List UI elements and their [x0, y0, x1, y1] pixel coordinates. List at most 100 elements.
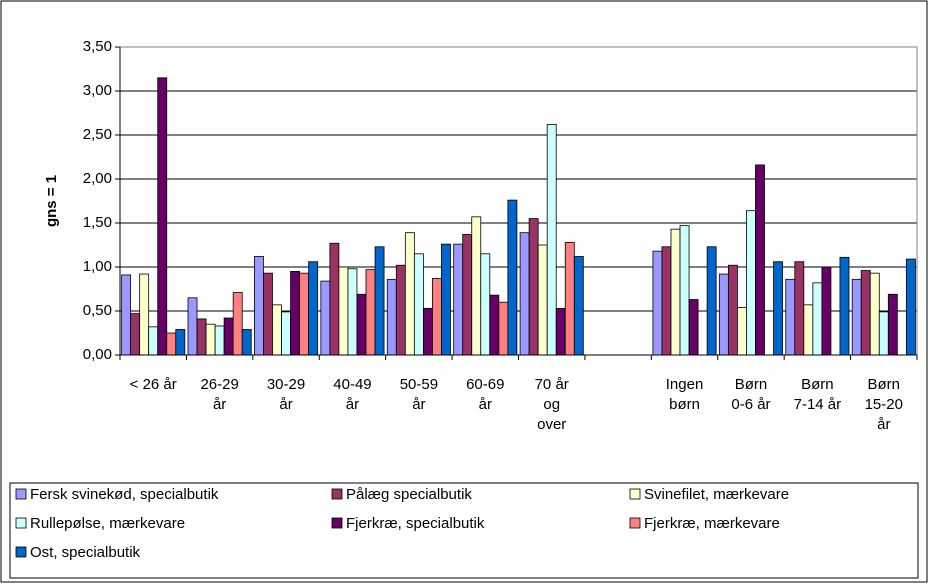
bar [121, 274, 132, 356]
bar [462, 234, 473, 356]
bar [803, 304, 814, 356]
bar [706, 246, 717, 356]
bar [564, 241, 575, 356]
bar [528, 218, 539, 356]
y-tick-label: 2,00 [83, 170, 112, 187]
bar [746, 210, 756, 356]
bar [223, 317, 234, 356]
bar [652, 250, 663, 356]
legend-swatch [15, 546, 27, 558]
bar [453, 243, 464, 356]
bar [573, 256, 584, 356]
legend-swatch [331, 488, 343, 500]
bar [507, 199, 518, 356]
x-tick-label: Børn 15-20 år [864, 376, 903, 433]
bar [232, 292, 243, 356]
bar [214, 325, 225, 356]
x-tick-label: 60-69 år [466, 376, 505, 413]
bar [755, 164, 765, 356]
bar [187, 297, 198, 356]
bar [299, 272, 310, 356]
bar [887, 293, 898, 356]
x-tick-label: < 26 år [129, 376, 177, 393]
bar [546, 124, 557, 356]
bar [272, 304, 282, 356]
legend-swatch [629, 488, 641, 500]
legend-swatch [629, 517, 641, 529]
bar [821, 266, 832, 356]
bar [773, 261, 783, 356]
y-axis-title: gns = 1 [43, 175, 60, 227]
y-tick-label: 3,50 [83, 38, 112, 55]
bar [130, 313, 141, 356]
bar [489, 294, 500, 356]
bar [537, 244, 548, 356]
bar [290, 270, 300, 356]
bar [166, 332, 177, 356]
bar [471, 216, 482, 356]
bar [308, 261, 319, 356]
bar [670, 228, 681, 356]
bar [812, 282, 823, 356]
bar [329, 242, 340, 356]
bar [679, 225, 690, 356]
bar [441, 243, 451, 356]
bar [555, 307, 566, 356]
bar [148, 326, 159, 356]
bar [839, 256, 850, 356]
x-tick-label: 26-29 år [200, 376, 239, 413]
bar [422, 307, 433, 356]
x-tick-label: 50-59 år [399, 376, 439, 413]
x-tick-label: Børn 7-14 år [793, 376, 842, 413]
bar [878, 311, 889, 356]
bar [794, 261, 805, 356]
bar [386, 278, 397, 356]
legend-label: Fjerkræ, specialbutik [346, 515, 485, 532]
legend-swatch [15, 517, 27, 529]
bar [281, 311, 291, 356]
bar [404, 232, 415, 356]
y-tick-label: 1,00 [83, 258, 112, 275]
bar [320, 280, 331, 356]
x-tick-label: Ingen børn [665, 376, 704, 413]
bar [175, 329, 186, 356]
bar [498, 301, 509, 356]
bar [851, 278, 862, 356]
y-tick-label: 2,50 [83, 126, 112, 143]
bar [205, 323, 216, 356]
bar [480, 253, 491, 356]
bar [737, 307, 747, 356]
legend-label: Fersk svinekød, specialbutik [30, 486, 219, 503]
y-tick-label: 1,50 [83, 214, 112, 231]
legend-swatch [15, 488, 27, 500]
bar [413, 253, 424, 356]
bar [688, 299, 699, 356]
bar [860, 270, 871, 356]
bar [785, 278, 796, 356]
bar [905, 258, 916, 356]
bar [338, 266, 349, 356]
y-tick-label: 0,00 [83, 346, 112, 363]
x-tick-label: 70 år og over [534, 376, 569, 433]
x-tick-label: 40-49 år [333, 376, 372, 413]
bar [727, 264, 738, 356]
legend-label: Pålæg specialbutik [346, 486, 472, 503]
bar [395, 264, 406, 356]
legend-label: Fjerkræ, mærkevare [644, 515, 780, 532]
bar [718, 273, 729, 356]
bar [374, 246, 385, 356]
bar [519, 232, 530, 356]
bar [263, 272, 273, 356]
bar [196, 318, 207, 356]
x-tick-label: Børn 0-6 år [731, 376, 771, 413]
bar [254, 256, 264, 356]
bar [347, 268, 358, 356]
y-tick-label: 3,00 [83, 82, 112, 99]
bar [869, 272, 880, 356]
bar [157, 77, 168, 356]
legend-label: Svinefilet, mærkevare [644, 486, 789, 503]
legend-swatch [331, 517, 343, 529]
x-tick-label: 30-29 år [266, 376, 306, 413]
